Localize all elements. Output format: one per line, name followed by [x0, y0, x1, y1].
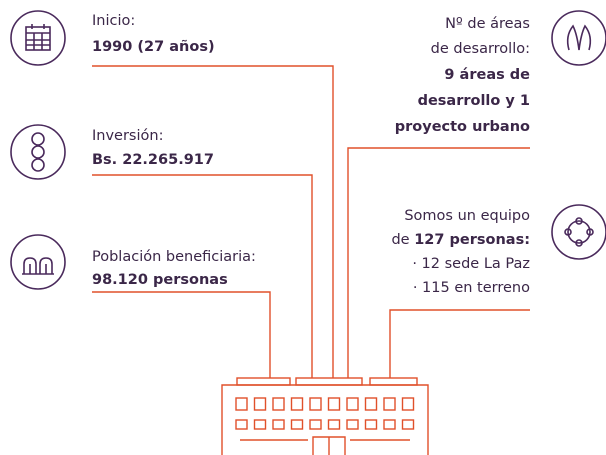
value: 127 personas: — [414, 232, 530, 248]
window — [310, 420, 321, 429]
value: 1990 (27 años) — [92, 39, 215, 55]
window — [329, 420, 340, 429]
window — [292, 398, 303, 410]
label: de desarrollo: — [431, 41, 530, 57]
window — [403, 398, 414, 410]
value: 9 áreas de — [444, 67, 530, 83]
window — [273, 420, 284, 429]
window — [347, 398, 358, 410]
value: Bs. 22.265.917 — [92, 152, 214, 168]
people-icon — [11, 235, 65, 289]
infographic: Inicio: 1990 (27 años) Inversión: Bs. 22… — [0, 0, 606, 455]
label-line: de 127 personas: — [391, 232, 530, 248]
value: proyecto urbano — [395, 119, 530, 135]
value: 98.120 personas — [92, 272, 228, 288]
window — [273, 398, 284, 410]
window — [366, 398, 377, 410]
calendar-icon — [11, 11, 65, 65]
label: Somos un equipo — [404, 208, 530, 224]
window — [255, 420, 266, 429]
window — [384, 420, 395, 429]
window — [236, 420, 247, 429]
window — [236, 398, 247, 410]
coins-icon — [11, 125, 65, 179]
building — [222, 378, 428, 455]
value: desarrollo y 1 — [418, 93, 530, 109]
window — [347, 420, 358, 429]
areas-icon — [552, 11, 606, 65]
detail: · 115 en terreno — [413, 280, 530, 296]
label: Inversión: — [92, 128, 163, 144]
window — [329, 398, 340, 410]
detail: · 12 sede La Paz — [412, 256, 530, 272]
window — [403, 420, 414, 429]
window — [366, 420, 377, 429]
window — [255, 398, 266, 410]
window — [384, 398, 395, 410]
team-icon — [552, 205, 606, 259]
window — [292, 420, 303, 429]
label: Población beneficiaria: — [92, 249, 256, 265]
window — [310, 398, 321, 410]
label: Inicio: — [92, 13, 135, 29]
label: Nº de áreas — [445, 16, 530, 32]
label: de — [391, 232, 409, 248]
